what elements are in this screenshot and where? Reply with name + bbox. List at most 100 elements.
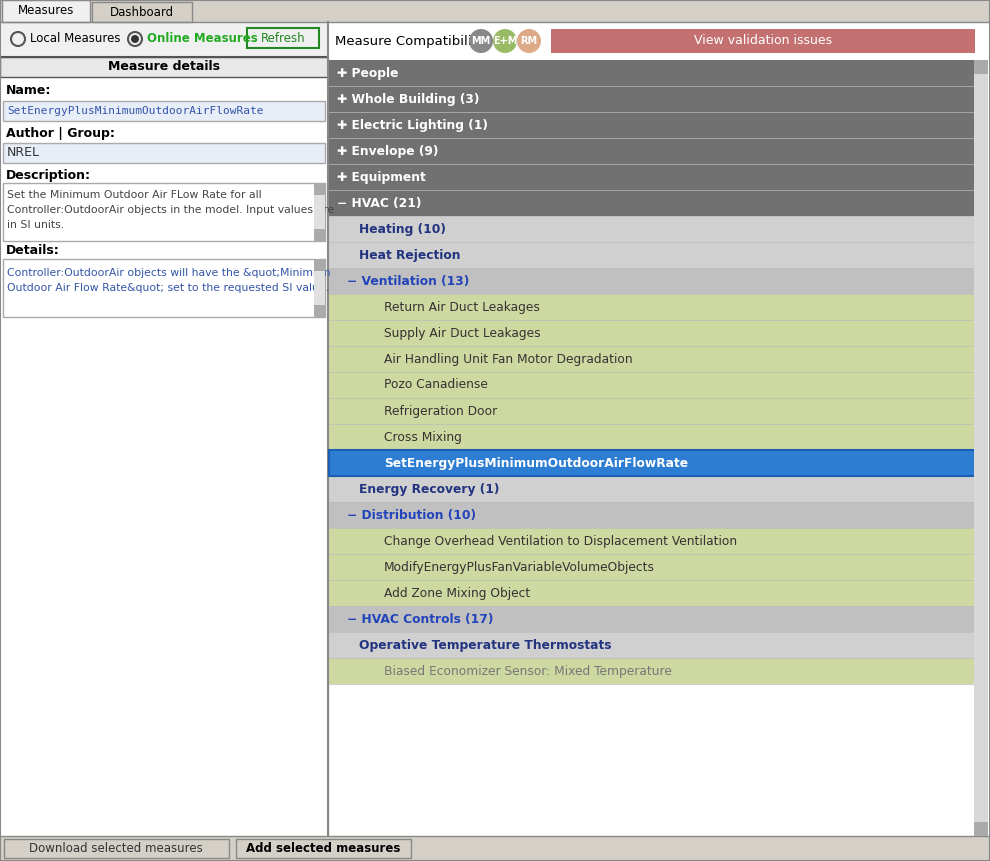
Bar [329, 632, 975, 658]
Bar [329, 424, 975, 450]
Bar [314, 229, 325, 241]
Text: Controller:OutdoorAir objects will have the &quot;Minimum: Controller:OutdoorAir objects will have … [7, 268, 331, 278]
Bar [0, 0, 990, 22]
Text: ✚ Equipment: ✚ Equipment [337, 170, 426, 183]
Text: NREL: NREL [7, 146, 40, 159]
Text: Measure details: Measure details [108, 60, 220, 73]
Text: Return Air Duct Leakages: Return Air Duct Leakages [384, 300, 540, 313]
Text: Change Overhead Ventilation to Displacement Ventilation: Change Overhead Ventilation to Displacem… [384, 535, 738, 548]
Bar [236, 839, 411, 858]
Text: Name:: Name: [6, 84, 51, 97]
Bar [314, 305, 325, 317]
Bar [329, 86, 975, 112]
Bar [3, 143, 325, 163]
Bar [329, 294, 975, 320]
Bar [247, 28, 319, 48]
Bar [551, 29, 975, 53]
Text: Dashboard: Dashboard [110, 5, 174, 18]
Text: Supply Air Duct Leakages: Supply Air Duct Leakages [384, 326, 541, 339]
Text: Heating (10): Heating (10) [359, 222, 446, 236]
Text: Outdoor Air Flow Rate&quot; set to the requested SI value.: Outdoor Air Flow Rate&quot; set to the r… [7, 283, 329, 293]
Text: Download selected measures: Download selected measures [29, 841, 203, 854]
Bar [329, 450, 975, 476]
Bar [314, 183, 325, 241]
Text: ✚ People: ✚ People [337, 66, 399, 79]
Text: ✚ Whole Building (3): ✚ Whole Building (3) [337, 92, 479, 106]
Bar [974, 822, 988, 836]
Text: Heat Rejection: Heat Rejection [359, 249, 460, 262]
Text: Refresh: Refresh [260, 32, 305, 45]
Circle shape [517, 29, 541, 53]
Text: − Ventilation (13): − Ventilation (13) [347, 275, 469, 288]
Bar [3, 183, 325, 241]
Bar [329, 164, 975, 190]
Text: Set the Minimum Outdoor Air FLow Rate for all: Set the Minimum Outdoor Air FLow Rate fo… [7, 190, 261, 200]
Bar [329, 268, 975, 294]
Text: Author | Group:: Author | Group: [6, 127, 115, 139]
Bar [314, 183, 325, 195]
Text: Details:: Details: [6, 245, 59, 257]
Bar [329, 398, 975, 424]
Text: − HVAC (21): − HVAC (21) [337, 196, 422, 209]
Bar [329, 372, 975, 398]
Text: Cross Mixing: Cross Mixing [384, 430, 462, 443]
Text: Refrigeration Door: Refrigeration Door [384, 405, 497, 418]
Bar [3, 259, 325, 317]
Text: RM: RM [521, 36, 538, 46]
Circle shape [131, 35, 139, 43]
Text: in SI units.: in SI units. [7, 220, 64, 230]
Bar [329, 554, 975, 580]
Text: ✚ Electric Lighting (1): ✚ Electric Lighting (1) [337, 119, 488, 132]
Bar [3, 101, 325, 121]
Bar [329, 138, 975, 164]
Bar [314, 259, 325, 271]
Bar [329, 658, 975, 684]
Text: Energy Recovery (1): Energy Recovery (1) [359, 482, 499, 495]
Text: Online Measures: Online Measures [147, 33, 257, 46]
Bar [2, 0, 90, 22]
Text: ModifyEnergyPlusFanVariableVolumeObjects: ModifyEnergyPlusFanVariableVolumeObjects [384, 561, 655, 573]
Bar [0, 57, 328, 77]
Text: Biased Economizer Sensor: Mixed Temperature: Biased Economizer Sensor: Mixed Temperat… [384, 665, 672, 678]
Circle shape [469, 29, 493, 53]
Text: − Distribution (10): − Distribution (10) [347, 509, 476, 522]
Bar [314, 259, 325, 317]
Bar [0, 836, 990, 861]
Bar [0, 77, 328, 836]
Bar [974, 60, 988, 74]
Text: − HVAC Controls (17): − HVAC Controls (17) [347, 612, 493, 625]
Text: Pozo Canadiense: Pozo Canadiense [384, 379, 488, 392]
Text: SetEnergyPlusMinimumOutdoorAirFlowRate: SetEnergyPlusMinimumOutdoorAirFlowRate [384, 456, 688, 469]
Text: Measures: Measures [18, 4, 74, 17]
Bar [329, 112, 975, 138]
Bar [329, 450, 975, 476]
Bar [92, 2, 192, 22]
Bar [329, 190, 975, 216]
Bar [329, 580, 975, 606]
Text: View validation issues: View validation issues [694, 34, 832, 47]
Text: Add selected measures: Add selected measures [246, 841, 400, 854]
Bar [329, 320, 975, 346]
Bar [329, 22, 990, 60]
Text: E+M: E+M [493, 36, 517, 46]
Text: Local Measures: Local Measures [30, 33, 121, 46]
Text: Add Zone Mixing Object: Add Zone Mixing Object [384, 586, 531, 599]
Bar [0, 22, 328, 836]
Bar [4, 839, 229, 858]
Bar [329, 528, 975, 554]
Bar [329, 346, 975, 372]
Text: Description:: Description: [6, 169, 91, 182]
Bar [329, 216, 975, 242]
Circle shape [493, 29, 517, 53]
Bar [329, 502, 975, 528]
Bar [329, 242, 975, 268]
Text: Controller:OutdoorAir objects in the model. Input values are: Controller:OutdoorAir objects in the mod… [7, 205, 335, 215]
Text: Air Handling Unit Fan Motor Degradation: Air Handling Unit Fan Motor Degradation [384, 352, 633, 366]
Bar [329, 476, 975, 502]
Bar [329, 606, 975, 632]
Text: SetEnergyPlusMinimumOutdoorAirFlowRate: SetEnergyPlusMinimumOutdoorAirFlowRate [7, 106, 263, 116]
Text: Measure Compatibility: Measure Compatibility [335, 34, 485, 47]
Text: Operative Temperature Thermostats: Operative Temperature Thermostats [359, 639, 612, 652]
Text: MM: MM [471, 36, 491, 46]
Bar [974, 60, 988, 836]
